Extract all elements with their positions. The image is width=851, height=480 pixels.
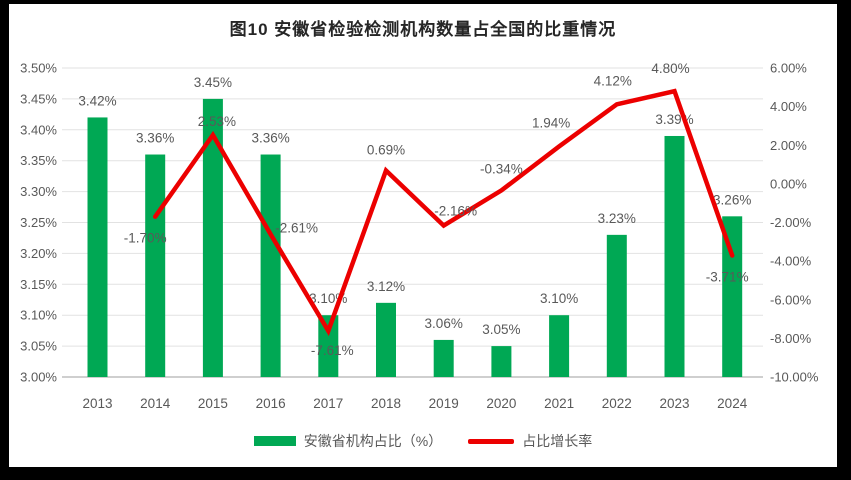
left-axis-tick-label: 3.10% xyxy=(20,308,57,323)
line-series-swatch-icon xyxy=(468,438,515,444)
x-axis-tick-label: 2022 xyxy=(602,396,632,411)
bar-data-label: 3.26% xyxy=(713,192,751,207)
left-axis-tick-label: 3.15% xyxy=(20,277,57,292)
bar xyxy=(202,98,223,378)
right-axis-tick-label: -6.00% xyxy=(770,292,812,307)
x-axis-tick-label: 2023 xyxy=(659,396,689,411)
line-data-label: -7.61% xyxy=(311,343,354,358)
left-axis-tick-label: 3.00% xyxy=(20,370,57,385)
right-axis-tick-label: -8.00% xyxy=(770,331,812,346)
bar-series-swatch-icon xyxy=(253,436,296,446)
bar-data-label: 3.45% xyxy=(194,75,232,90)
x-axis-tick-label: 2018 xyxy=(371,396,401,411)
x-axis-tick-label: 2020 xyxy=(486,396,516,411)
legend-label-bar-series: 安徽省机构占比（%） xyxy=(303,433,443,449)
line-data-label: 4.12% xyxy=(594,73,632,88)
line-data-label: 2.53% xyxy=(198,114,236,129)
left-axis-tick-label: 3.20% xyxy=(20,246,57,261)
left-axis-tick-label: 3.50% xyxy=(20,61,57,76)
left-axis-tick-label: 3.40% xyxy=(20,122,57,137)
growth-rate-line xyxy=(152,88,735,337)
x-axis-tick-label: 2015 xyxy=(198,396,228,411)
plot-area: 3.00% 3.05% 3.10% 3.15% 3.20% 3.25% 3.30% 3.35%… xyxy=(20,61,819,412)
bar-data-label: 3.23% xyxy=(598,211,636,226)
line-data-label: -1.70% xyxy=(124,231,167,246)
chart-canvas: 图10 安徽省检验检测机构数量占全国的比重情况 3.00% 3.05% 3.10% 3… xyxy=(9,4,837,467)
x-axis-tick-label: 2021 xyxy=(544,396,574,411)
bar-data-label: 3.36% xyxy=(136,131,174,146)
left-axis-tick-label: 3.35% xyxy=(20,153,57,168)
right-axis-tick-label: 4.00% xyxy=(770,99,807,114)
right-axis-tick-label: 0.00% xyxy=(770,176,807,191)
line-data-label: -0.34% xyxy=(480,161,523,176)
right-axis-tick-label: 2.00% xyxy=(770,138,807,153)
legend-item-line-series: 占比增长率 xyxy=(468,431,592,451)
line-data-label: -3.71% xyxy=(706,270,749,285)
left-axis-tick-label: 3.25% xyxy=(20,215,57,230)
left-axis-tick-label: 3.30% xyxy=(20,184,57,199)
bar xyxy=(722,216,743,377)
chart-title: 图10 安徽省检验检测机构数量占全国的比重情况 xyxy=(229,20,617,39)
left-axis-tick-label: 3.45% xyxy=(20,91,57,106)
x-axis-tick-label: 2013 xyxy=(82,396,112,411)
bar-data-label: 3.12% xyxy=(367,279,405,294)
bar xyxy=(549,315,570,377)
bar-data-label: 3.10% xyxy=(540,291,578,306)
line-data-label: -2.16% xyxy=(434,204,477,219)
right-axis-tick-label: -10.00% xyxy=(770,370,819,385)
line-data-label: 4.80% xyxy=(651,61,689,76)
x-axis-tick-label: 2014 xyxy=(140,396,171,411)
bar xyxy=(318,315,339,377)
bar xyxy=(491,346,512,377)
legend-item-bar-series: 安徽省机构占比（%） xyxy=(253,431,443,451)
bar-data-label: 3.05% xyxy=(482,322,520,337)
right-axis-tick-label: -2.00% xyxy=(770,215,812,230)
line-data-label: 1.94% xyxy=(532,115,570,130)
line-data-label: 0.69% xyxy=(367,143,405,158)
right-axis-tick-label: -4.00% xyxy=(770,254,812,269)
bar xyxy=(87,117,108,377)
line-data-label: -2.61% xyxy=(275,220,318,235)
x-axis-tick-label: 2017 xyxy=(313,396,343,411)
x-axis-tick-label: 2024 xyxy=(717,396,748,411)
x-axis-tick-label: 2016 xyxy=(256,396,286,411)
bar xyxy=(145,154,166,377)
bar xyxy=(376,302,396,377)
bar xyxy=(664,135,685,377)
bar xyxy=(260,154,281,377)
x-axis-tick-label: 2019 xyxy=(429,396,459,411)
bar xyxy=(606,234,627,377)
bar-data-label: 3.36% xyxy=(251,131,289,146)
right-axis-tick-label: 6.00% xyxy=(770,61,807,76)
bar-data-label: 3.06% xyxy=(425,316,463,331)
bar xyxy=(433,339,454,377)
legend: 安徽省机构占比（%） 占比增长率 xyxy=(9,431,837,451)
legend-label-line-series: 占比增长率 xyxy=(522,433,593,449)
left-axis-tick-label: 3.05% xyxy=(20,339,57,354)
bar-data-label: 3.42% xyxy=(78,93,116,108)
